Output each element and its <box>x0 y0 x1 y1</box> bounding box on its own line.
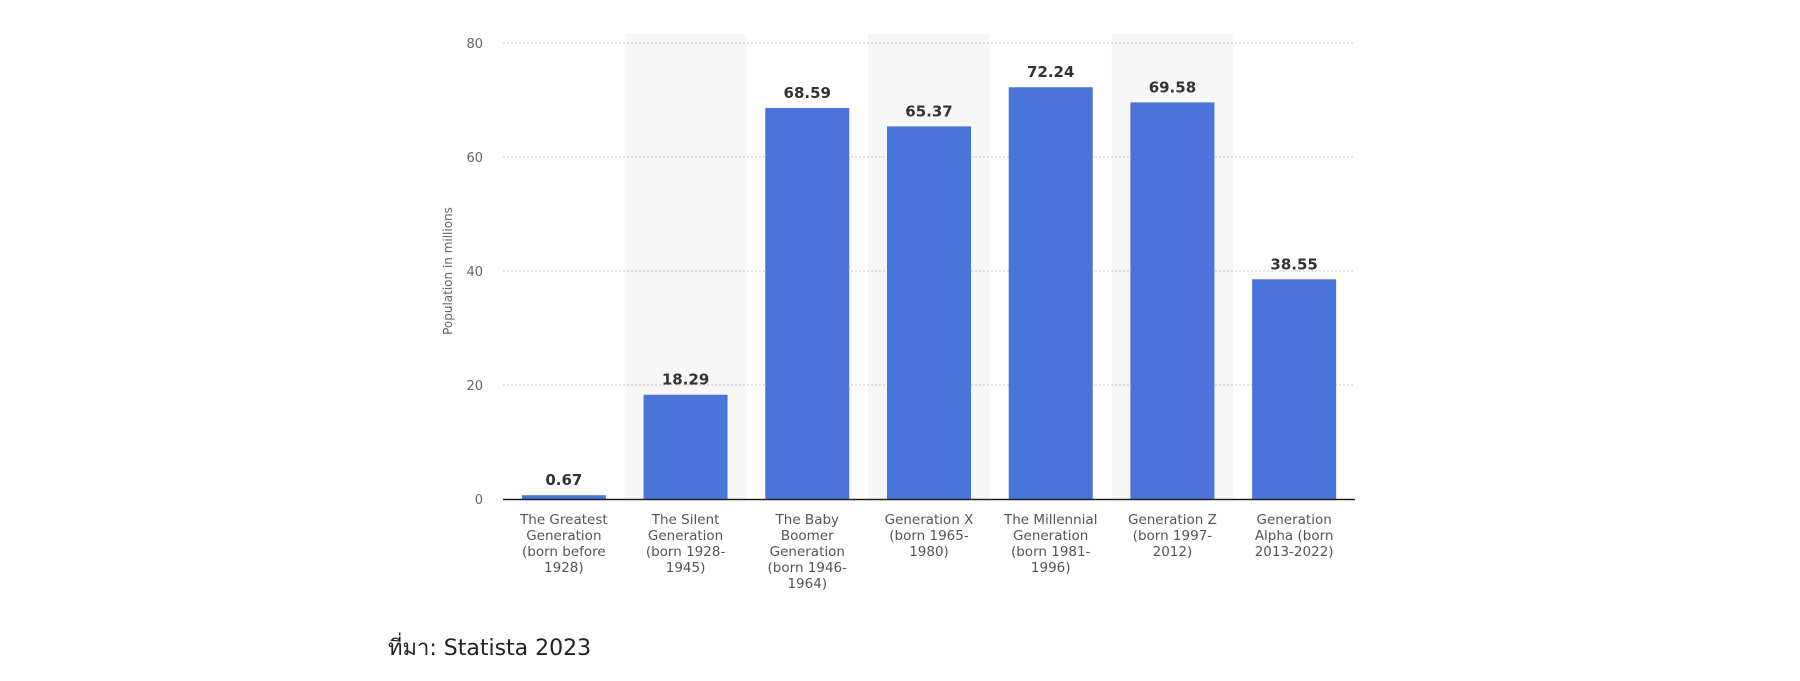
category-label: Generation X (born 1965-1980) <box>885 512 974 560</box>
y-tick-label: 80 <box>466 37 483 52</box>
category-label: Generation Z (born 1997-2012) <box>1128 512 1217 560</box>
bar <box>643 394 728 499</box>
y-tick-label: 60 <box>466 151 483 166</box>
bar <box>1130 102 1215 500</box>
data-label: 65.37 <box>905 102 952 120</box>
data-label: 72.24 <box>1027 63 1074 81</box>
y-tick-label: 40 <box>466 265 483 280</box>
bars <box>521 87 1337 500</box>
category-label: The Millennial Generation (born 1981-1996) <box>1003 512 1098 576</box>
bar <box>887 126 971 500</box>
category-label: Generation Alpha (born 2013-2022) <box>1255 512 1334 560</box>
y-axis-ticks: 0 20 40 60 80 <box>466 37 483 508</box>
y-axis-label: Population in millions <box>441 207 455 335</box>
y-tick-label: 0 <box>475 493 483 508</box>
category-label: The Baby Boomer Generation (born 1946-1964) <box>768 512 848 592</box>
data-label: 38.55 <box>1270 255 1317 273</box>
category-label: The Silent Generation (born 1928-1945) <box>646 512 726 576</box>
y-tick-label: 20 <box>466 379 483 394</box>
bar <box>765 108 850 500</box>
category-label: The Greatest Generation (born before 1928) <box>519 512 608 576</box>
bar <box>521 495 606 499</box>
data-label: 0.67 <box>545 471 582 489</box>
x-axis-categories: The Greatest Generation (born before 1928) T… <box>519 512 1334 592</box>
data-label: 68.59 <box>784 84 831 102</box>
data-label: 18.29 <box>662 371 709 389</box>
bar <box>1252 279 1337 499</box>
bar <box>1008 87 1093 500</box>
data-label: 69.58 <box>1149 78 1196 96</box>
data-labels: 0.67 18.29 68.59 65.37 72.24 69.58 38.55 <box>545 63 1318 489</box>
source-caption: ที่มา: Statista 2023 <box>388 636 592 661</box>
